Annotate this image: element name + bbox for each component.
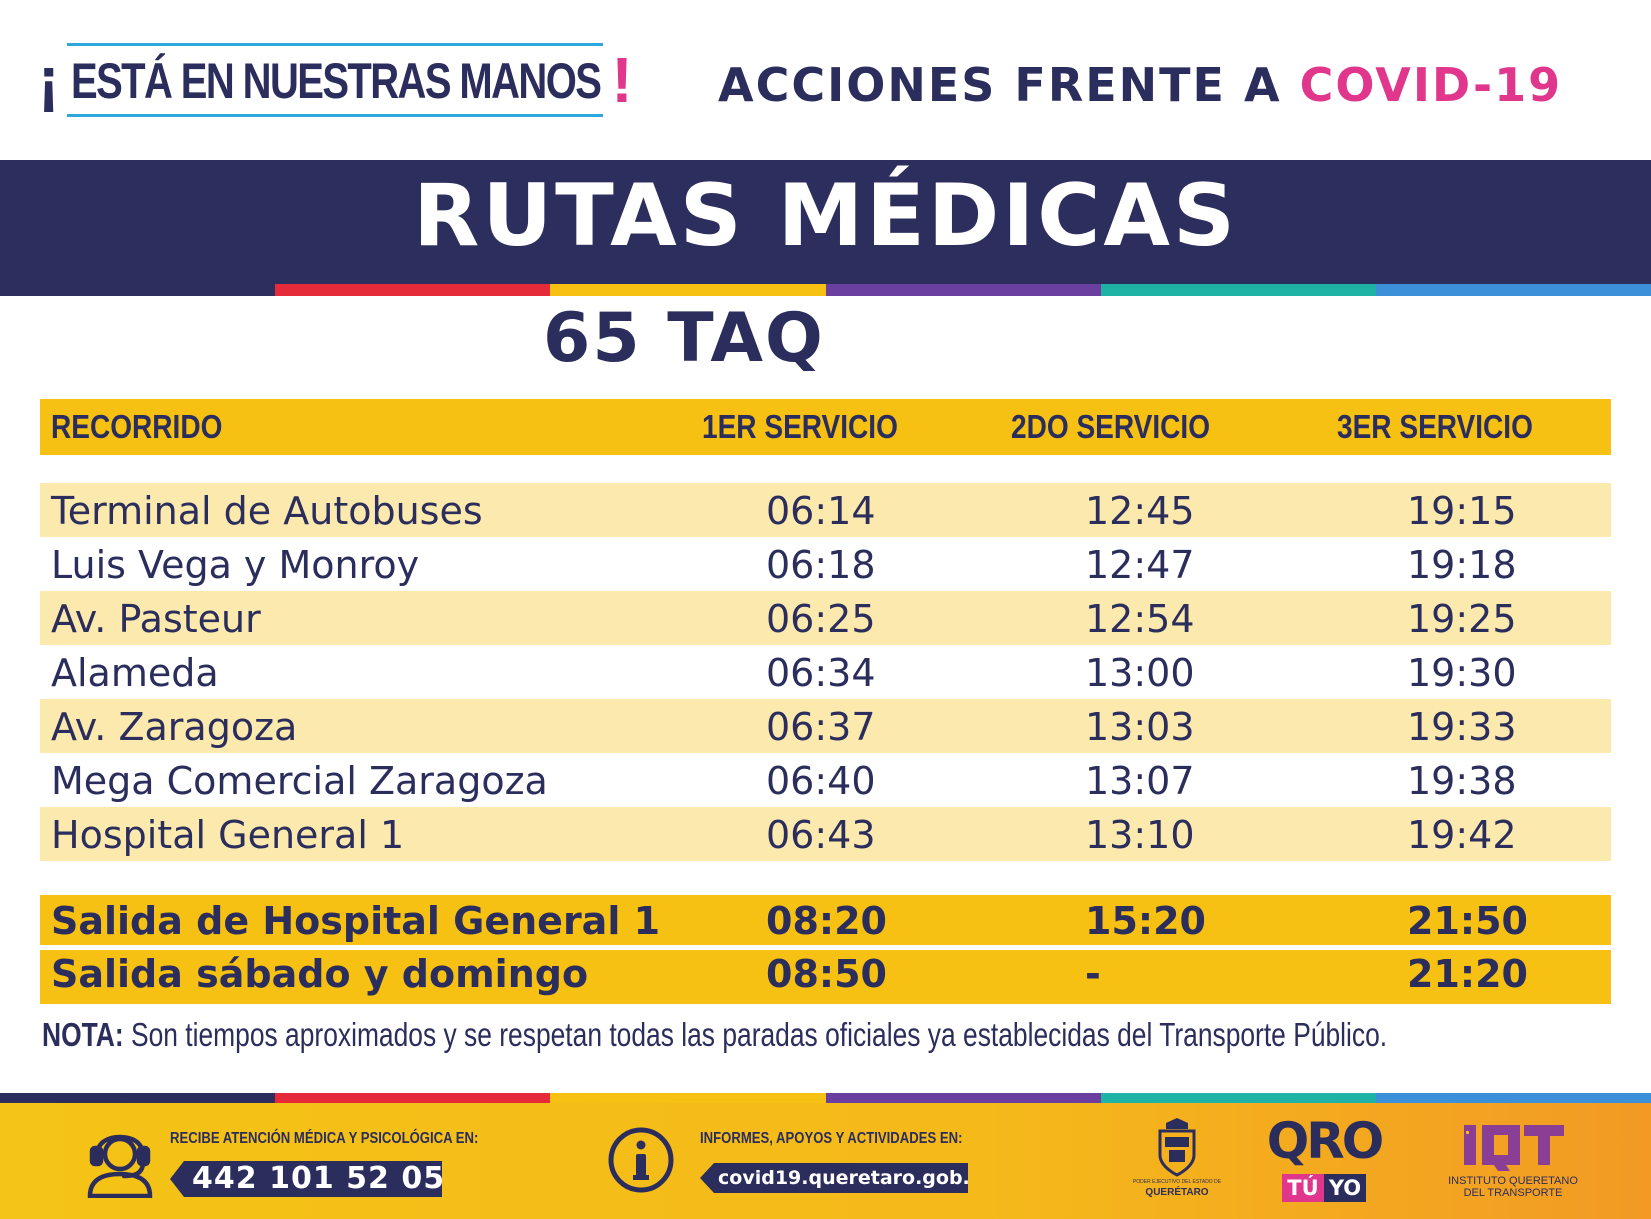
slogan-open-mark: ¡ xyxy=(38,44,60,116)
stop-name: Mega Comercial Zaragoza xyxy=(51,759,548,803)
slogan-logo: ¡ ESTÁ EN NUESTRAS MANOS ! xyxy=(38,38,648,122)
stop-name: Av. Zaragoza xyxy=(51,705,298,749)
service-3-time: 19:42 xyxy=(1407,813,1517,857)
note-label: NOTA: xyxy=(42,1016,124,1053)
column-header-service-1: 1ER SERVICIO xyxy=(702,408,898,445)
stop-name: Av. Pasteur xyxy=(51,597,261,641)
color-stripes-bottom xyxy=(0,1093,1651,1103)
stripe-segment xyxy=(1100,1093,1376,1103)
departure-row-weekend: Salida sábado y domingo 08:50 - 21:20 xyxy=(40,950,1611,1004)
departure-label: Salida sábado y domingo xyxy=(51,952,589,996)
departure-label: Salida de Hospital General 1 xyxy=(51,899,661,943)
stripe-segment xyxy=(275,284,551,296)
service-1-time: 06:34 xyxy=(766,651,876,695)
stripe-segment xyxy=(1375,284,1651,296)
coat-of-arms-icon xyxy=(1158,1118,1196,1177)
note: NOTA: Son tiempos aproximados y se respe… xyxy=(42,1010,1387,1060)
slogan-text: ESTÁ EN NUESTRAS MANOS xyxy=(71,53,602,109)
qro-tu-text: TÚ xyxy=(1282,1174,1324,1202)
departure-row: Salida de Hospital General 1 08:20 15:20… xyxy=(40,895,1611,945)
table-row: Av. Zaragoza 06:37 13:03 19:33 xyxy=(40,699,1611,753)
service-1-time: 06:14 xyxy=(766,489,876,533)
slogan-close-mark: ! xyxy=(611,44,633,116)
iqt-line-1: INSTITUTO QUERETANO xyxy=(1448,1175,1578,1187)
service-3-time: 19:38 xyxy=(1407,759,1517,803)
website-link[interactable]: covid19.queretaro.gob.mx xyxy=(700,1163,968,1193)
service-1-time: 06:18 xyxy=(766,543,876,587)
page-title: RUTAS MÉDICAS xyxy=(413,166,1238,266)
qro-tu-yo-logo: QRO TÚ YO xyxy=(1262,1113,1386,1209)
service-3-time: 19:33 xyxy=(1407,705,1517,749)
stop-name: Alameda xyxy=(51,651,219,695)
departure-time-3: 21:50 xyxy=(1407,899,1528,943)
slogan-box: ESTÁ EN NUESTRAS MANOS xyxy=(67,43,604,117)
departure-time-2: 15:20 xyxy=(1085,899,1206,943)
service-2-time: 12:47 xyxy=(1085,543,1195,587)
attention-label: RECIBE ATENCIÓN MÉDICA Y PSICOLÓGICA EN: xyxy=(170,1130,479,1147)
service-2-time: 12:54 xyxy=(1085,597,1195,641)
departure-time-1: 08:50 xyxy=(766,952,887,996)
seal-big-text: QUERÉTARO xyxy=(1145,1187,1209,1198)
service-1-time: 06:25 xyxy=(766,597,876,641)
iqt-logo: INSTITUTO QUERETANO DEL TRANSPORTE xyxy=(1448,1117,1578,1209)
headset-agent-icon xyxy=(87,1134,153,1198)
service-3-time: 19:25 xyxy=(1407,597,1517,641)
departure-time-3: 21:20 xyxy=(1407,952,1528,996)
table-row: Terminal de Autobuses 06:14 12:45 19:15 xyxy=(40,483,1611,537)
stripe-segment xyxy=(825,1093,1101,1103)
title-banner: RUTAS MÉDICAS xyxy=(0,160,1651,284)
service-1-time: 06:37 xyxy=(766,705,876,749)
queretaro-seal-logo: PODER EJECUTIVO DEL ESTADO DE QUERÉTARO xyxy=(1130,1117,1224,1209)
stop-name: Luis Vega y Monroy xyxy=(51,543,420,587)
stripe-segment xyxy=(1375,1093,1651,1103)
table-header: RECORRIDO 1ER SERVICIO 2DO SERVICIO 3ER … xyxy=(40,399,1611,455)
table-row: Hospital General 1 06:43 13:10 19:42 xyxy=(40,807,1611,861)
stripe-segment xyxy=(275,1093,551,1103)
table-row: Av. Pasteur 06:25 12:54 19:25 xyxy=(40,591,1611,645)
service-2-time: 13:03 xyxy=(1085,705,1195,749)
note-text: Son tiempos aproximados y se respetan to… xyxy=(123,1016,1388,1053)
stripe-segment xyxy=(0,1093,276,1103)
service-1-time: 06:43 xyxy=(766,813,876,857)
footer: RECIBE ATENCIÓN MÉDICA Y PSICOLÓGICA EN:… xyxy=(0,1103,1651,1219)
qro-logo-text: QRO xyxy=(1266,1112,1385,1170)
service-2-time: 13:07 xyxy=(1085,759,1195,803)
departure-time-1: 08:20 xyxy=(766,899,887,943)
route-name: 65 TAQ xyxy=(543,299,825,378)
stripe-segment xyxy=(825,284,1101,296)
seal-small-text: PODER EJECUTIVO DEL ESTADO DE xyxy=(1132,1179,1222,1185)
campaign-title: ACCIONES FRENTE A COVID-19 xyxy=(718,52,1562,118)
service-2-time: 13:10 xyxy=(1085,813,1195,857)
service-3-time: 19:30 xyxy=(1407,651,1517,695)
info-icon xyxy=(608,1127,674,1193)
stripe-segment xyxy=(550,1093,826,1103)
iqt-line-2: DEL TRANSPORTE xyxy=(1463,1187,1563,1199)
service-2-time: 13:00 xyxy=(1085,651,1195,695)
departure-time-2: - xyxy=(1085,952,1101,996)
table-row: Alameda 06:34 13:00 19:30 xyxy=(40,645,1611,699)
table-row: Luis Vega y Monroy 06:18 12:47 19:18 xyxy=(40,537,1611,591)
service-2-time: 12:45 xyxy=(1085,489,1195,533)
stop-name: Terminal de Autobuses xyxy=(51,489,483,533)
iqt-bus-logo-icon xyxy=(1464,1125,1564,1171)
service-3-time: 19:18 xyxy=(1407,543,1517,587)
stripe-segment xyxy=(0,284,276,296)
campaign-prefix: ACCIONES FRENTE A xyxy=(718,58,1282,112)
stop-name: Hospital General 1 xyxy=(51,813,405,857)
phone-number[interactable]: 442 101 52 05 xyxy=(170,1161,442,1197)
stripe-segment xyxy=(550,284,826,296)
info-label: INFORMES, APOYOS Y ACTIVIDADES EN: xyxy=(700,1130,963,1147)
column-header-service-3: 3ER SERVICIO xyxy=(1337,408,1533,445)
service-3-time: 19:15 xyxy=(1407,489,1517,533)
stripe-segment xyxy=(1100,284,1376,296)
qro-yo-text: YO xyxy=(1324,1174,1366,1202)
column-header-route: RECORRIDO xyxy=(51,408,223,445)
color-stripes-top xyxy=(0,284,1651,296)
table-row: Mega Comercial Zaragoza 06:40 13:07 19:38 xyxy=(40,753,1611,807)
service-1-time: 06:40 xyxy=(766,759,876,803)
campaign-highlight: COVID-19 xyxy=(1299,58,1563,112)
column-header-service-2: 2DO SERVICIO xyxy=(1011,408,1211,445)
